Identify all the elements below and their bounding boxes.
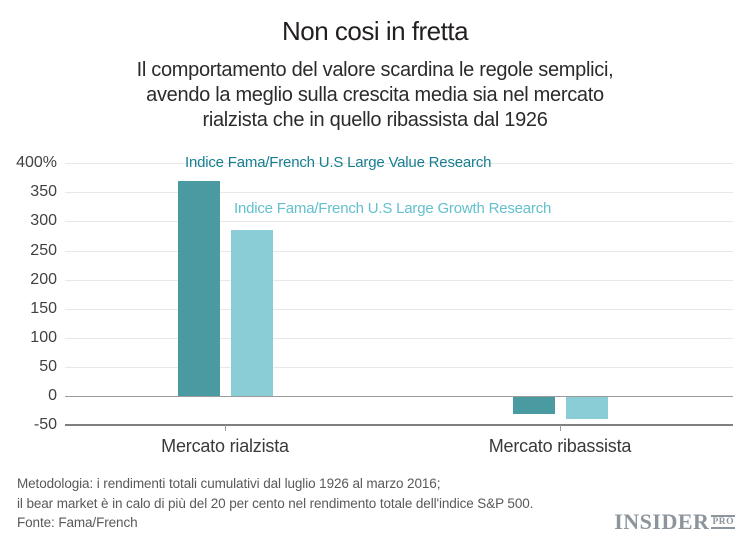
y-axis-tick-label: -50 [33,416,57,434]
bar-growth-bear [565,397,608,419]
gridline [65,163,733,165]
gridline [65,279,733,281]
source-note: Fonte: Fama/French [17,515,138,530]
category-label-bear-market: Mercato ribassista [488,436,632,456]
legend-value-series: Indice Fama/French U.S Large Value Resea… [185,154,492,171]
legend-growth-series: Indice Fama/French U.S Large Growth Rese… [234,200,552,217]
y-axis-tick-label: 400% [16,154,57,172]
chart-subtitle: Il comportamento del valore scardina le … [136,59,614,131]
x-axis-baseline [65,424,733,427]
insiderpro-logo: INSIDER PRO [614,509,735,535]
logo-text: INSIDER [614,509,710,534]
chart-title: Non cosi in fretta [281,16,469,46]
y-axis-tick-label: 150 [30,299,57,317]
zero-gridline [65,395,733,397]
bar-growth-bull [230,230,273,396]
x-axis-tick [224,425,226,431]
gridline [65,250,733,252]
gridline [65,366,733,368]
y-axis-tick-label: 300 [30,212,57,230]
bar-value-bull [177,180,220,396]
gridline [65,221,733,223]
category-label-bull-market: Mercato rialzista [161,436,289,456]
x-axis-tick [559,425,561,431]
gridline [65,192,733,194]
gridline [65,308,733,310]
y-axis-tick-label: 350 [30,183,57,201]
bar-value-bear [512,397,555,415]
logo-suffix: PRO [711,515,735,529]
y-axis-tick-label: 100 [30,328,57,346]
y-axis-tick-label: 200 [30,270,57,288]
gridline [65,337,733,339]
y-axis-tick-label: 0 [48,387,57,404]
y-axis-tick-label: 50 [39,357,57,375]
methodology-note: Metodologia: i rendimenti totali cumulat… [17,476,534,511]
y-axis-tick-label: 250 [30,241,57,259]
